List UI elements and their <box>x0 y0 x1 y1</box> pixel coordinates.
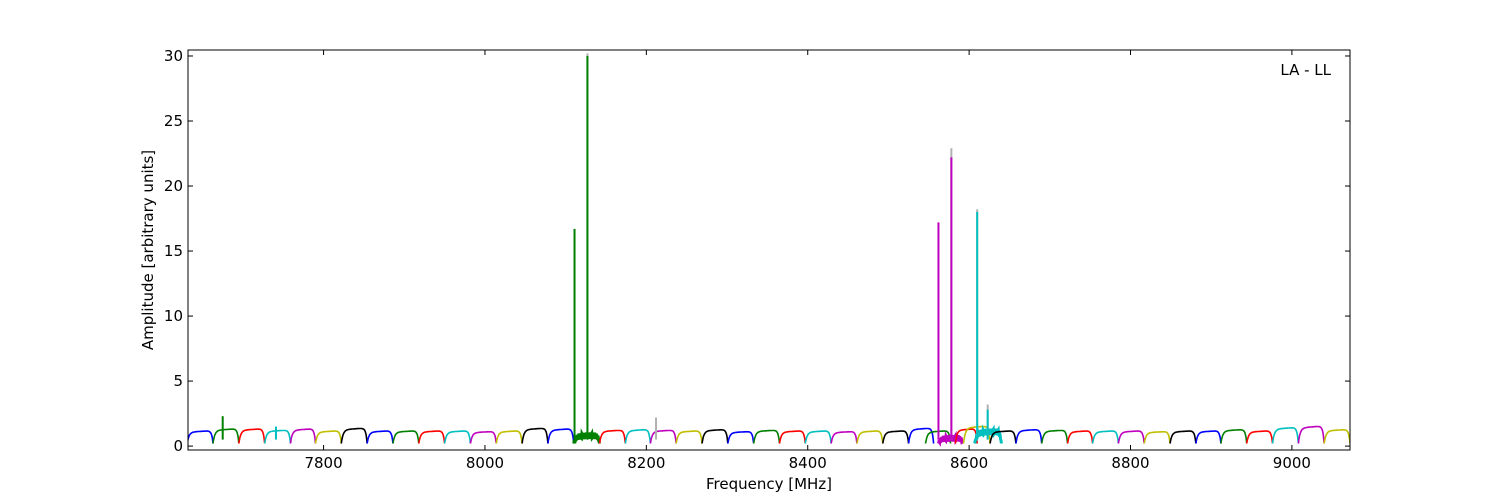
spectrum-segment-7 <box>366 430 394 444</box>
spectrum-segment-14 <box>547 428 575 444</box>
spectrum-segment-17 <box>624 428 652 444</box>
spectrum-segment-34 <box>989 430 1017 444</box>
spectrum-segment-5 <box>314 430 343 444</box>
x-tick-label: 8000 <box>466 454 504 472</box>
spectrum-segment-43 <box>1220 428 1248 444</box>
y-tick-label: 20 <box>164 177 183 195</box>
spectrum-segment-22 <box>752 429 781 444</box>
spectrum-segment-47 <box>1323 428 1350 444</box>
spectrum-segment-31 <box>954 428 978 444</box>
plot-frame <box>187 49 1351 451</box>
spectrum-series <box>188 53 1350 447</box>
spectrum-segment-12 <box>495 430 523 444</box>
x-axis-label: Frequency [MHz] <box>706 475 832 493</box>
spectrum-segment-10 <box>443 430 472 444</box>
y-axis: 0 5 10 15 20 25 30 <box>164 47 1350 455</box>
spectrum-segment-1 <box>212 428 240 444</box>
spectrum-segment-38 <box>1091 430 1120 444</box>
spectrum-segment-3 <box>263 429 292 444</box>
spectrum-segment-6 <box>340 427 368 444</box>
spectrum-segment-13 <box>521 427 549 444</box>
x-axis: 7800 8000 8200 8400 8600 8800 9000 <box>304 50 1311 472</box>
y-tick-label: 5 <box>173 372 183 390</box>
y-tick-label: 10 <box>164 307 183 325</box>
x-tick-label: 8200 <box>627 454 665 472</box>
spectrum-segment-20 <box>701 428 729 444</box>
spectrum-segment-25 <box>830 430 858 444</box>
x-tick-label: 8400 <box>789 454 827 472</box>
spectrum-segment-39 <box>1117 430 1145 444</box>
spectrum-segment-28 <box>907 427 935 444</box>
spectrum-segment-44 <box>1245 430 1274 444</box>
spectrum-segment-21 <box>727 430 755 444</box>
y-tick-label: 0 <box>173 437 183 455</box>
spectrum-segment-9 <box>418 430 446 444</box>
spectrum-segment-24 <box>804 430 832 444</box>
x-tick-label: 8600 <box>950 454 988 472</box>
spectrum-segment-26 <box>856 430 884 444</box>
spectrum-segment-2 <box>238 428 266 444</box>
spectrum-segment-41 <box>1169 430 1197 444</box>
spectrum-segment-36 <box>1040 429 1069 444</box>
spectrum-segment-23 <box>778 430 807 444</box>
spectrum-segment-16 <box>598 429 627 444</box>
x-tick-label: 9000 <box>1273 454 1311 472</box>
spectrum-segment-42 <box>1195 430 1222 444</box>
y-tick-label: 30 <box>164 47 183 65</box>
y-axis-label: Amplitude [arbitrary units] <box>139 150 157 350</box>
spectrum-segment-35 <box>1015 428 1043 444</box>
annotation-label: LA - LL <box>1280 61 1331 79</box>
spectrum-segment-27 <box>882 430 910 444</box>
y-tick-label: 25 <box>164 112 183 130</box>
spectrum-segment-40 <box>1143 430 1171 444</box>
spectrum-segment-18 <box>649 429 677 444</box>
spectrum-segment-46 <box>1297 425 1325 444</box>
x-tick-label: 8800 <box>1111 454 1149 472</box>
x-tick-label: 7800 <box>304 454 342 472</box>
spectrum-segment-0 <box>188 430 214 444</box>
spectrum-segment-4 <box>289 428 317 444</box>
spectrum-segment-37 <box>1066 430 1094 444</box>
spectrum-segment-19 <box>675 430 703 444</box>
spectrum-segment-11 <box>469 430 498 444</box>
spectrum-segment-8 <box>392 430 420 444</box>
y-tick-label: 15 <box>164 242 183 260</box>
spectrum-segment-45 <box>1271 426 1300 444</box>
